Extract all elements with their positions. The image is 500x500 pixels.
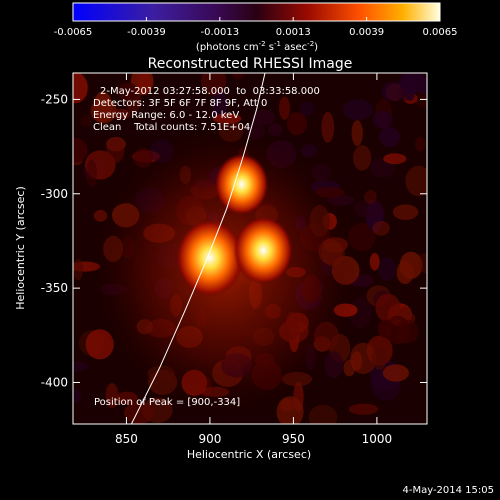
y-axis-label: Heliocentric Y (arcsec) [14,186,27,310]
y-tick-label: -300 [41,187,68,201]
y-tick-label: -350 [41,281,68,295]
x-tick-label: 950 [282,432,305,446]
noise-blob [378,257,396,281]
noise-blob [252,109,276,125]
noise-blob [353,199,384,218]
noise-blob [419,77,427,95]
noise-blob [392,204,419,220]
noise-blob [105,383,119,409]
noise-blob [372,110,393,129]
noise-blob [364,190,377,204]
noise-blob [396,260,414,285]
annotation-clean-counts: Clean Total counts: 7.51E+04 [93,122,251,133]
image-plot-area [73,73,427,424]
footer-date: 4-May-2014 15:05 [402,485,494,496]
x-tick-label: 850 [115,432,138,446]
colorbar-tick-label: 0.0013 [276,27,311,38]
emission-source-1 [175,218,244,298]
plot-frame [72,72,428,425]
annotation-peak-position: Position of Peak = [900,-334] [94,397,241,408]
colorbar-tick-label: 0.0065 [423,27,458,38]
noise-blob [231,73,245,80]
annotation-energy-range: Energy Range: 6.0 - 12.0 keV [93,110,240,121]
colorbar: -0.0065 -0.0039 -0.0013 0.0013 0.0039 0.0065 … [54,2,458,53]
noise-blob [383,153,407,165]
noise-blob [348,403,379,415]
noise-blob [378,319,393,338]
colorbar-gradient [72,2,441,22]
noise-blob [351,120,363,147]
noise-blob [372,347,387,370]
colorbar-tick-label: -0.0065 [54,27,93,38]
noise-blob [351,351,363,371]
noise-blob [379,127,400,147]
noise-blob [137,73,152,95]
noise-blob [353,145,372,171]
noise-blob [286,112,307,136]
noise-blob [385,315,410,345]
noise-blob [201,73,227,96]
colorbar-tick-label: 0.0039 [349,27,384,38]
emission-source-3 [214,153,269,216]
noise-blob [73,388,82,404]
noise-blob [372,221,390,236]
chart-title: Reconstructed RHESSI Image [148,56,353,72]
noise-blob [86,159,97,188]
noise-blob [375,293,401,323]
noise-blob [419,252,427,274]
noise-blob [73,138,88,163]
noise-blob [267,123,283,136]
noise-blob [300,101,314,116]
emission-sources [175,153,294,298]
colorbar-ticks: -0.0065 -0.0039 -0.0013 0.0013 0.0039 0.0065 [54,17,458,38]
noise-blob [73,360,89,372]
noise-blob [211,89,227,121]
noise-blob [321,111,335,143]
noise-blob [73,73,88,104]
solar-limb [130,73,266,424]
noise-blob [73,258,84,281]
noise-blob [213,113,242,124]
noise-blob [382,364,409,382]
noise-blob [80,114,92,127]
noise-blob [116,391,138,405]
noise-blob [117,82,138,101]
y-tick-label: -250 [41,92,68,106]
noise-blob [405,165,427,197]
noise-blob [415,136,426,152]
x-axis-label: Heliocentric X (arcsec) [187,448,311,461]
noise-blob [93,91,113,123]
colorbar-tick-label: -0.0039 [127,27,166,38]
noise-blob [342,99,373,121]
noise-blob [276,396,304,424]
noise-blob [124,402,154,424]
noise-blob [279,96,290,120]
noise-blob [308,404,338,424]
noise-blob [369,252,380,271]
x-axis-ticks: 850 900 950 1000 [115,73,392,446]
annotation-detectors: Detectors: 3F 5F 6F 7F 8F 9F, Att 0 [93,98,268,109]
noise-blob [106,138,125,163]
annotation-time-range: 2-May-2012 03:27:58.000 to 03:33:58.000 [100,86,320,97]
emission-source-2 [233,216,294,285]
x-tick-label: 1000 [362,432,393,446]
colorbar-unit-label: (photons cm-2 s-1 asec-2) [196,40,318,53]
x-tick-label: 900 [198,432,221,446]
y-axis-ticks: -250 -300 -350 -400 [41,92,427,389]
noise-blob [403,73,417,101]
y-tick-label: -400 [41,375,68,389]
colorbar-tick-label: -0.0013 [200,27,239,38]
